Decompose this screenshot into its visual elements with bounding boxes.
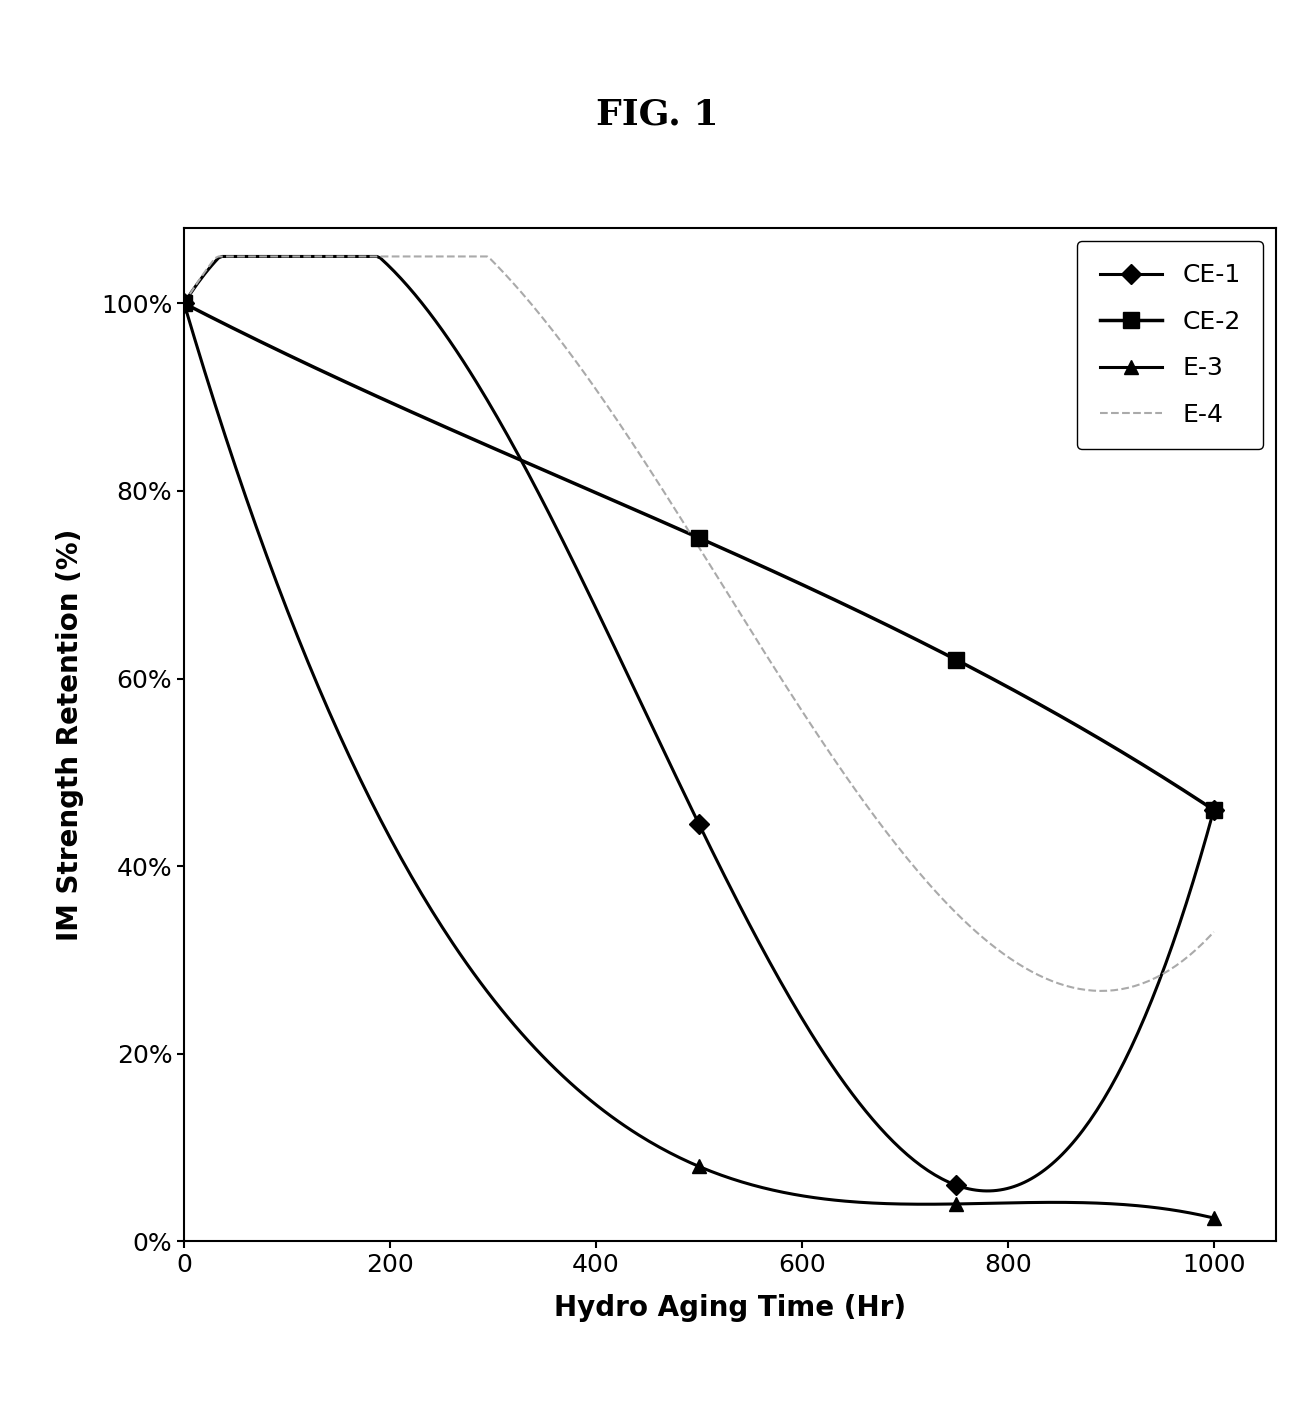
Text: FIG. 1: FIG. 1 — [596, 97, 719, 131]
X-axis label: Hydro Aging Time (Hr): Hydro Aging Time (Hr) — [554, 1294, 906, 1321]
Legend: CE-1, CE-2, E-3, E-4: CE-1, CE-2, E-3, E-4 — [1077, 241, 1262, 450]
Y-axis label: IM Strength Retention (%): IM Strength Retention (%) — [57, 529, 84, 940]
